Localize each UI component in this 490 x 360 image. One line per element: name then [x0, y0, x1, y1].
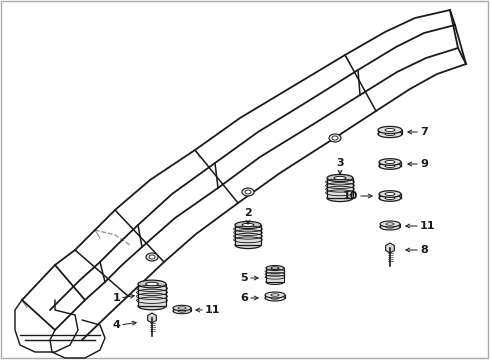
Text: 2: 2: [244, 208, 252, 218]
Ellipse shape: [379, 191, 401, 197]
Ellipse shape: [138, 302, 166, 310]
Text: 4: 4: [112, 320, 120, 330]
Ellipse shape: [173, 308, 191, 314]
Ellipse shape: [178, 307, 186, 309]
Ellipse shape: [386, 223, 394, 225]
Ellipse shape: [386, 226, 394, 228]
FancyBboxPatch shape: [138, 284, 166, 306]
Polygon shape: [386, 243, 394, 253]
Ellipse shape: [235, 221, 261, 229]
Ellipse shape: [327, 194, 353, 202]
Ellipse shape: [327, 175, 353, 181]
Ellipse shape: [242, 188, 254, 196]
Ellipse shape: [379, 159, 401, 165]
Text: 5: 5: [241, 273, 248, 283]
Text: 11: 11: [420, 221, 436, 231]
Ellipse shape: [271, 294, 279, 296]
Ellipse shape: [379, 195, 401, 201]
Ellipse shape: [378, 126, 402, 134]
Ellipse shape: [178, 310, 186, 312]
FancyBboxPatch shape: [327, 178, 353, 198]
Text: 9: 9: [420, 159, 428, 169]
Ellipse shape: [385, 132, 395, 135]
Ellipse shape: [385, 193, 395, 195]
Text: 3: 3: [336, 158, 344, 168]
Ellipse shape: [379, 163, 401, 169]
Ellipse shape: [266, 279, 284, 284]
Text: 7: 7: [420, 127, 428, 137]
Ellipse shape: [266, 266, 284, 270]
Polygon shape: [147, 313, 156, 323]
Text: 10: 10: [343, 191, 358, 201]
Text: 1: 1: [112, 293, 120, 303]
Ellipse shape: [242, 223, 254, 227]
Ellipse shape: [235, 242, 261, 248]
Ellipse shape: [378, 130, 402, 138]
Ellipse shape: [385, 161, 395, 163]
Ellipse shape: [138, 280, 166, 288]
Ellipse shape: [245, 190, 251, 194]
Ellipse shape: [265, 295, 285, 301]
Text: 8: 8: [420, 245, 428, 255]
Ellipse shape: [173, 305, 191, 311]
Ellipse shape: [385, 197, 395, 199]
Ellipse shape: [146, 282, 158, 286]
Ellipse shape: [265, 292, 285, 298]
Ellipse shape: [334, 176, 346, 180]
Ellipse shape: [380, 221, 400, 227]
Ellipse shape: [271, 297, 279, 299]
Ellipse shape: [329, 134, 341, 142]
Ellipse shape: [385, 129, 395, 131]
Ellipse shape: [380, 224, 400, 230]
Ellipse shape: [385, 165, 395, 167]
Ellipse shape: [149, 255, 155, 259]
Ellipse shape: [332, 136, 338, 140]
Ellipse shape: [271, 267, 279, 269]
FancyBboxPatch shape: [235, 225, 261, 245]
Text: 11: 11: [205, 305, 220, 315]
Text: 6: 6: [240, 293, 248, 303]
FancyBboxPatch shape: [266, 268, 284, 282]
Ellipse shape: [146, 253, 158, 261]
